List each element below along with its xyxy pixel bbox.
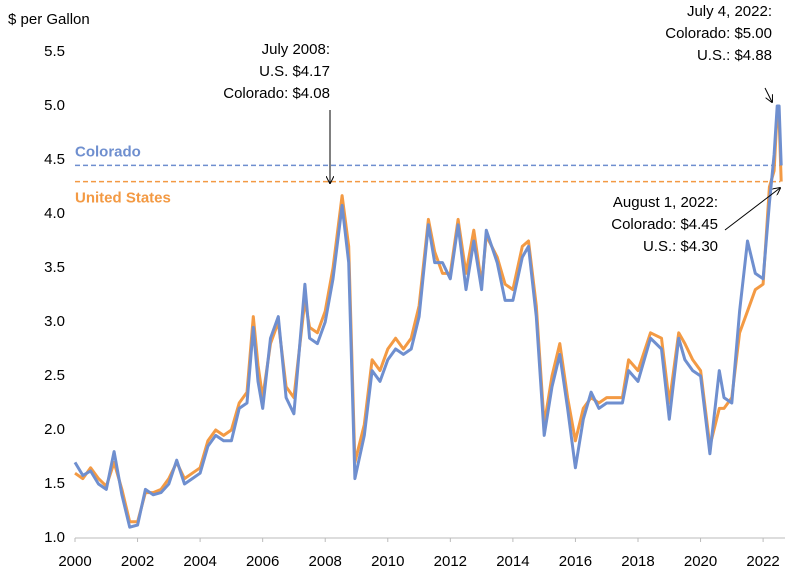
y-tick-label: 1.0: [44, 529, 65, 546]
annotation-arrow: [724, 188, 780, 231]
annotation: Colorado: $4.08: [223, 85, 330, 102]
y-tick-label: 2.5: [44, 367, 65, 384]
y-tick-label: 3.5: [44, 259, 65, 276]
series-line: [74, 109, 783, 524]
annotation: July 4, 2022:: [687, 3, 772, 20]
x-tick-label: 2016: [559, 553, 592, 570]
reference-label: Colorado: [75, 143, 141, 160]
annotation: U.S.: $4.88: [697, 47, 772, 64]
x-tick-label: 2012: [434, 553, 467, 570]
y-tick-label: 3.0: [44, 313, 65, 330]
annotation: July 2008:: [262, 41, 330, 58]
y-tick-label: 1.5: [44, 475, 65, 492]
x-tick-label: 2008: [309, 553, 342, 570]
y-tick-label: 2.0: [44, 421, 65, 438]
y-tick-label: 5.0: [44, 97, 65, 114]
x-tick-label: 2000: [58, 553, 91, 570]
y-tick-label: 4.0: [44, 205, 65, 222]
y-tick-label: 4.5: [44, 151, 65, 168]
x-tick-label: 2010: [371, 553, 404, 570]
annotation-arrow: [764, 87, 772, 102]
annotation: Colorado: $5.00: [665, 25, 772, 42]
y-tick-label: 5.5: [44, 43, 65, 60]
x-tick-label: 2004: [183, 553, 216, 570]
y-axis-label: $ per Gallon: [8, 11, 90, 28]
x-tick-label: 2018: [621, 553, 654, 570]
annotation: Colorado: $4.45: [611, 216, 718, 233]
annotation: U.S. $4.17: [259, 63, 330, 80]
annotation: August 1, 2022:: [613, 194, 718, 211]
x-tick-label: 2002: [121, 553, 154, 570]
x-tick-label: 2014: [496, 553, 529, 570]
reference-label: United States: [75, 190, 171, 207]
x-tick-label: 2020: [684, 553, 717, 570]
x-tick-label: 2022: [746, 553, 779, 570]
x-tick-label: 2006: [246, 553, 279, 570]
annotation: U.S.: $4.30: [643, 238, 718, 255]
series-line: [73, 104, 783, 529]
